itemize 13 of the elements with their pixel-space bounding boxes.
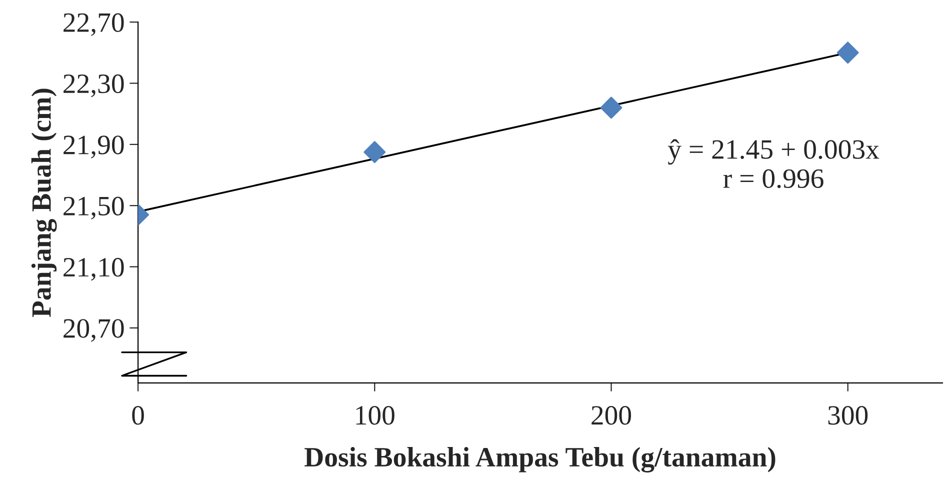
y-axis-title: Panjang Buah (cm) <box>31 88 57 318</box>
y-tick-label: 22,30 <box>64 74 124 98</box>
x-tick-label: 300 <box>828 406 868 425</box>
y-tick-label: 21,90 <box>64 136 124 158</box>
annotation: ŷ = 21.45 + 0.003x r = 0.996 <box>668 139 880 188</box>
x-tick-label: 100 <box>356 406 394 425</box>
y-tick-label: 21,10 <box>64 258 124 281</box>
x-tick-label: 200 <box>592 406 632 425</box>
y-tick-label: 21,50 <box>64 196 124 220</box>
x-axis-title: Dosis Bokashi Ampas Tebu (g/tanaman) <box>304 447 776 472</box>
y-tick-label: 22,70 <box>64 13 124 36</box>
x-tick-label: 0 <box>132 406 144 425</box>
y-tick-label: 20,70 <box>64 319 124 342</box>
